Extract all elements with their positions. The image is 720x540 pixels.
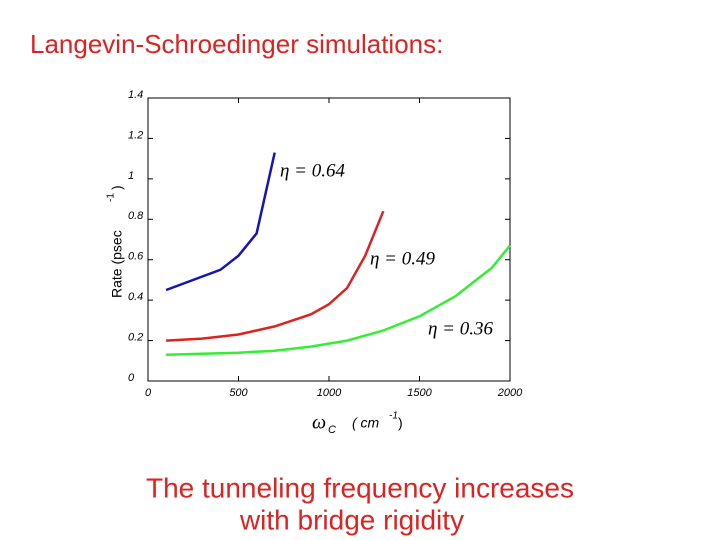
y-axis-label: Rate (psec -1 ) [106,185,125,298]
series-line [165,152,276,292]
x-label-symbol: ω [312,412,326,434]
y-label-text: Rate (psec [109,230,125,298]
caption-line: The tunneling frequency increases [146,472,574,503]
x-tick-label: 500 [229,387,248,399]
x-label-exponent: -1 [389,411,398,422]
x-tick-label: 1000 [317,387,342,399]
y-label-close: ) [109,185,125,190]
series-line [166,244,511,356]
y-tick-label: 0 [128,372,135,384]
x-axis-label: ω C ( cm -1 ) [312,411,403,436]
y-tick-label: 0.2 [128,331,143,343]
x-tick-label: 1500 [407,387,432,399]
slide-title: Langevin-Schroedinger simulations: [30,29,443,59]
y-tick-label: 0.6 [128,251,144,263]
y-tick-label: 1.4 [128,89,143,101]
series-label: η = 0.36 [428,318,493,339]
x-tick-label: 2000 [497,387,523,399]
y-tick-label: 0.8 [128,210,144,222]
x-label-close: ) [398,415,403,431]
x-tick-label: 0 [145,387,152,399]
x-label-subscript: C [328,424,336,436]
caption-line: with bridge rigidity [239,504,464,535]
series-line [166,210,385,342]
series-label: η = 0.49 [370,248,435,269]
y-tick-label: 1.2 [128,129,143,141]
series-label: η = 0.64 [280,160,345,181]
y-label-exponent: -1 [106,193,117,202]
x-label-unit: ( cm [352,415,380,431]
y-tick-label: 1 [128,170,134,182]
y-tick-label: 0.4 [128,291,143,303]
